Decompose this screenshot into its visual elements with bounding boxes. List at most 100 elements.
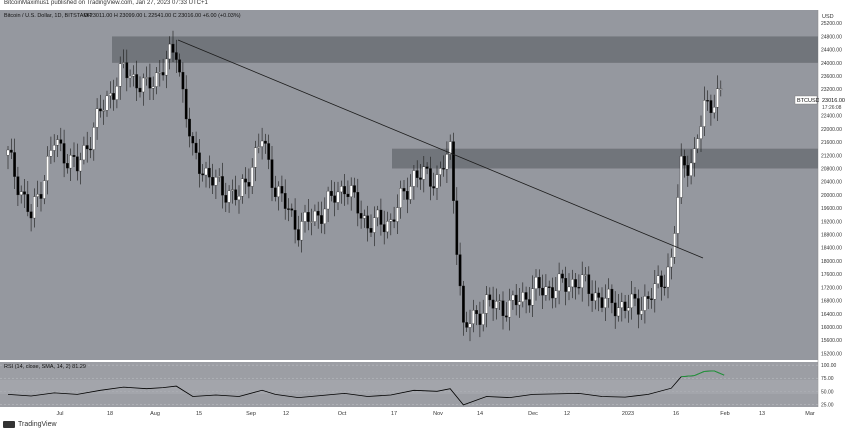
candle-body (287, 208, 290, 210)
price-tick-label: 16000.00 (821, 325, 842, 331)
candle-body (643, 296, 647, 311)
candle-body (663, 286, 667, 289)
candle-body (389, 219, 393, 222)
candle-body (95, 108, 99, 128)
candle-body (313, 210, 317, 222)
candle-body (627, 307, 630, 311)
candle-body (267, 143, 271, 160)
candle-body (306, 212, 310, 222)
price-tick-label: 19600.00 (821, 206, 842, 212)
candle-body (382, 224, 386, 233)
candle-body (415, 170, 419, 178)
candle-body (264, 140, 267, 144)
candle-body (155, 72, 158, 87)
rsi-line (7, 370, 725, 406)
candle-body (504, 315, 508, 318)
candle-body (112, 93, 115, 100)
time-tick-label: 15 (196, 411, 202, 417)
candle-body (353, 185, 356, 193)
candle-body (376, 209, 379, 218)
time-tick-label: 12 (564, 411, 570, 417)
tradingview-logo-icon (3, 421, 15, 428)
price-tick-label: 18800.00 (821, 233, 842, 239)
candle-body (491, 299, 495, 309)
time-tick-label: 14 (477, 411, 483, 417)
footer-brand: TradingView (18, 421, 57, 428)
candle-body (696, 138, 700, 149)
candle-body (514, 294, 518, 306)
candle-body (125, 62, 129, 79)
descending-trendline (177, 39, 704, 259)
time-tick-label: Jul (56, 411, 63, 417)
candle-body (620, 301, 624, 308)
candle-body (52, 144, 56, 151)
chart-legend-title: Bitcoin / U.S. Dollar, 1D, BITSTAMP (4, 13, 92, 19)
candle-body (679, 156, 683, 198)
candle-body (237, 196, 241, 201)
candle-body (587, 274, 591, 294)
candle-body (462, 285, 465, 323)
price-scale-currency: USD (822, 14, 834, 20)
candle-body (633, 293, 637, 299)
candle-body (33, 196, 36, 219)
candle-body (471, 310, 475, 324)
time-tick-label: Nov (433, 411, 443, 417)
candle-body (254, 147, 257, 168)
price-tick-label: 21200.00 (821, 153, 842, 159)
candle-body (699, 126, 703, 139)
candle-body (188, 118, 191, 137)
candle-body (151, 86, 155, 89)
candle-body (339, 186, 343, 193)
candle-body (557, 273, 561, 292)
price-tick-label: 20000.00 (821, 193, 842, 199)
candle-body (214, 177, 218, 186)
candle-body (158, 72, 162, 74)
candle-body (577, 286, 581, 289)
candle-body (683, 156, 686, 166)
candle-body (485, 294, 488, 314)
candle-body (316, 210, 320, 216)
candle-body (392, 219, 396, 222)
candle-body (607, 288, 610, 299)
candle-body (59, 139, 63, 144)
candle-body (547, 286, 551, 288)
candle-body (452, 141, 455, 201)
rsi-legend: RSI (14, close, SMA, 14, 2) 81.29 (4, 364, 86, 370)
candle-body (600, 297, 604, 308)
price-tick-label: 18000.00 (821, 259, 842, 265)
candle-body (115, 86, 119, 100)
candle-body (590, 293, 594, 301)
candle-body (273, 187, 277, 198)
candle-body (234, 189, 238, 201)
candle-body (336, 191, 340, 203)
symbol-tag: BTCUSD (797, 98, 820, 104)
candle-body (528, 299, 531, 306)
price-tick-label: 20800.00 (821, 166, 842, 172)
candle-body (495, 301, 498, 309)
candle-body (650, 298, 653, 300)
time-tick-label: Dec (528, 411, 538, 417)
candle-body (508, 300, 511, 318)
candle-body (42, 180, 46, 199)
price-tick-label: 22400.00 (821, 114, 842, 120)
candle-body (617, 307, 620, 317)
candle-body (198, 152, 201, 174)
candle-body (82, 145, 86, 161)
time-tick-label: 12 (283, 411, 289, 417)
candle-body (673, 233, 676, 258)
candle-body (92, 127, 96, 150)
candle-body (280, 186, 284, 194)
candle-body (584, 274, 587, 276)
time-tick-label: Feb (720, 411, 729, 417)
candle-body (356, 192, 360, 214)
rsi-axis: 100.00 75.00 50.00 25.00 (821, 363, 837, 408)
candle-body (689, 162, 693, 176)
candle-body (346, 193, 350, 198)
candle-body (363, 215, 366, 219)
candle-body (211, 177, 214, 186)
candle-body (438, 168, 442, 175)
candle-body (669, 256, 673, 268)
candle-body (240, 178, 244, 197)
rsi-overbought-line (681, 370, 725, 378)
